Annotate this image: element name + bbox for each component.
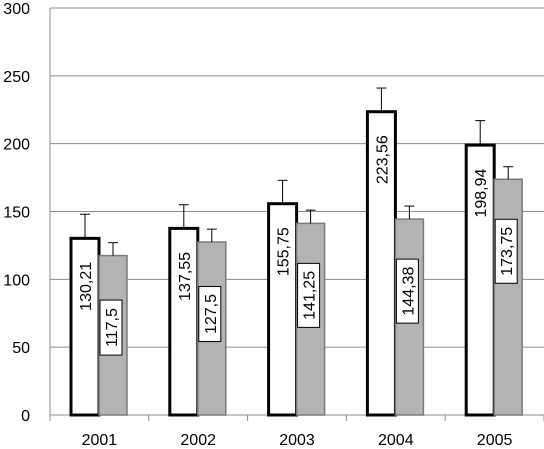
- x-tick-label: 2003: [279, 432, 315, 449]
- data-label-text: 155,75: [276, 227, 293, 276]
- data-label-box: [494, 218, 518, 284]
- data-label-box: [395, 258, 419, 324]
- data-label: 198,94: [473, 169, 490, 218]
- y-tick-label: 300: [3, 1, 30, 18]
- data-label-text: 141,25: [302, 271, 319, 320]
- bar-series-2: [493, 178, 523, 416]
- y-tick-label: 0: [21, 408, 30, 425]
- y-tick-label: 50: [12, 340, 30, 357]
- data-label-text: 137,55: [177, 252, 194, 301]
- data-label-text: 173,75: [499, 227, 516, 276]
- data-label: 144,38: [395, 258, 419, 324]
- y-tick-label: 100: [3, 272, 30, 289]
- data-label-text: 117,5: [104, 308, 121, 347]
- data-label-text: 144,38: [400, 267, 417, 316]
- y-tick-label: 250: [3, 69, 30, 86]
- data-label: 127,5: [198, 286, 222, 343]
- data-label-box: [198, 286, 222, 343]
- data-label: 223,56: [374, 135, 391, 184]
- data-label: 155,75: [276, 227, 293, 276]
- y-tick-label: 200: [3, 137, 30, 154]
- x-tick-label: 2001: [82, 432, 118, 449]
- data-label: 130,21: [78, 262, 95, 311]
- x-tick-label: 2002: [180, 432, 216, 449]
- data-label-text: 130,21: [78, 262, 95, 311]
- data-label: 173,75: [494, 218, 518, 284]
- data-label: 117,5: [99, 299, 123, 356]
- data-label-text: 223,56: [374, 135, 391, 184]
- data-label-box: [297, 262, 321, 328]
- y-tick-label: 150: [3, 205, 30, 222]
- data-label: 137,55: [177, 252, 194, 301]
- data-label-text: 127,5: [203, 294, 220, 334]
- x-tick-label: 2004: [378, 432, 414, 449]
- x-tick-label: 2005: [477, 432, 513, 449]
- data-label-text: 198,94: [473, 169, 490, 218]
- data-label: 141,25: [297, 262, 321, 328]
- data-label-box: [99, 299, 123, 356]
